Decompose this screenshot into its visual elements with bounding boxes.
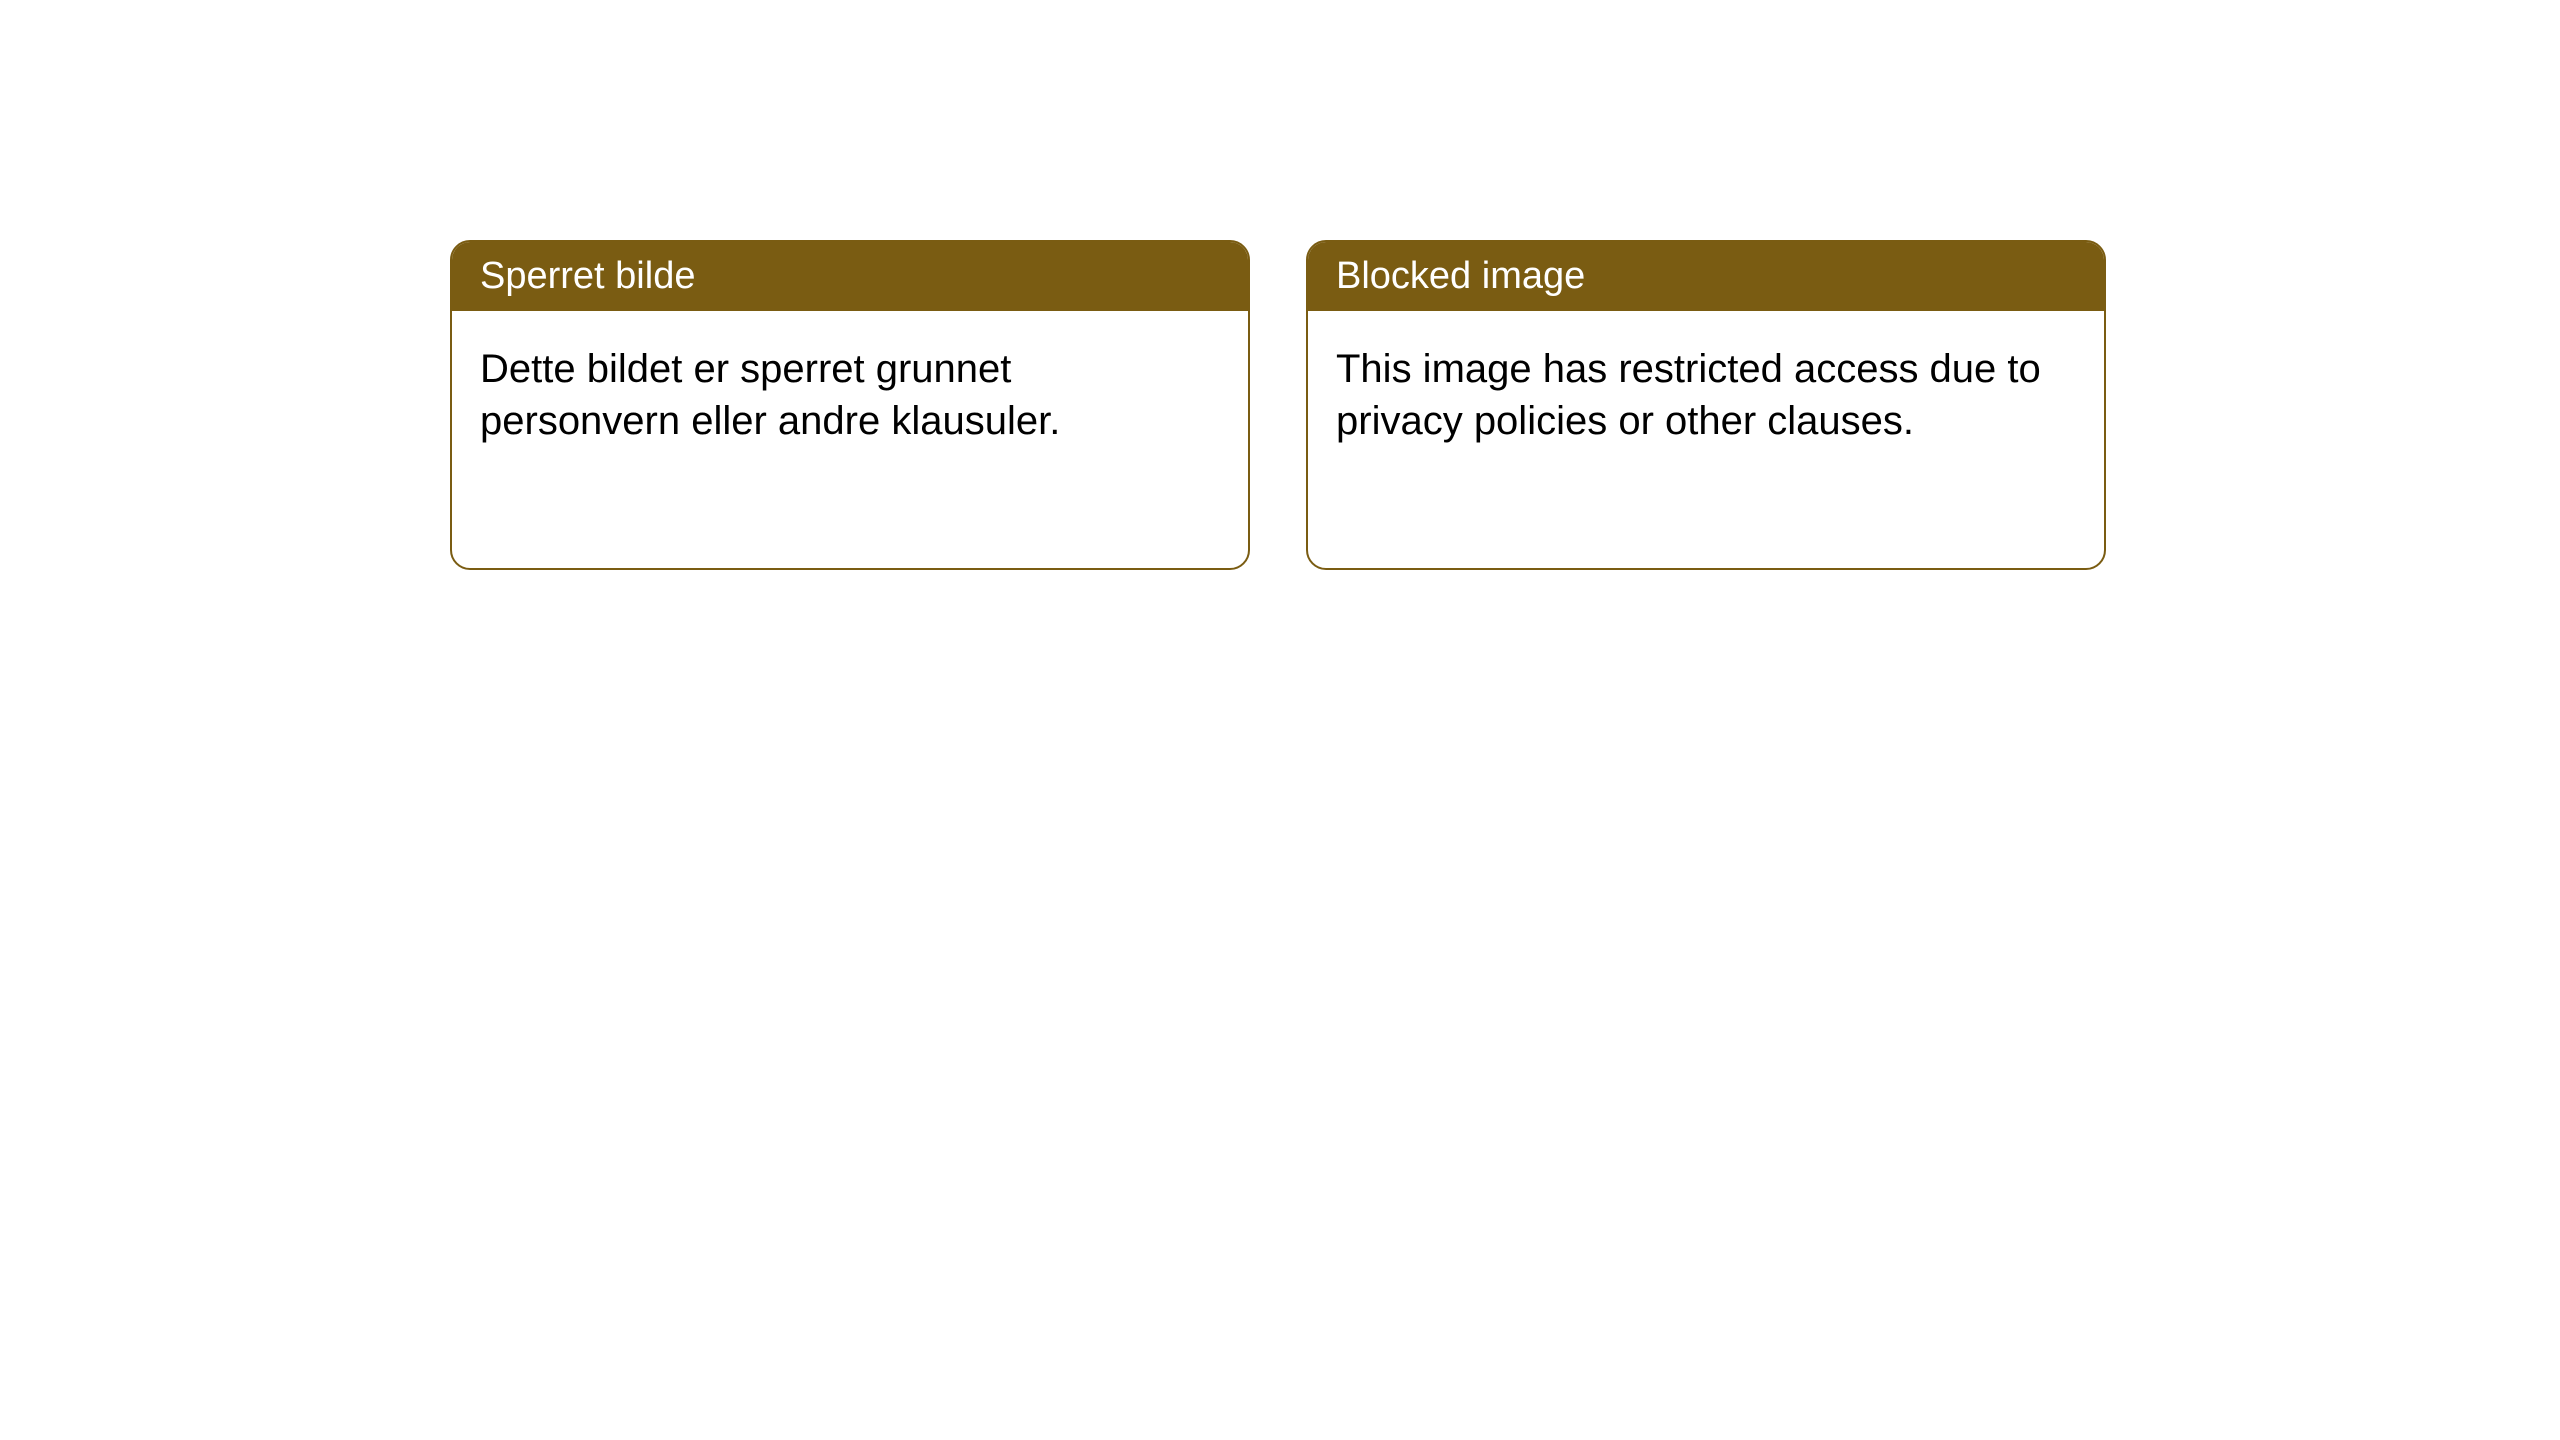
card-body-no: Dette bildet er sperret grunnet personve…	[452, 311, 1248, 479]
card-header-en: Blocked image	[1308, 242, 2104, 311]
card-header-no: Sperret bilde	[452, 242, 1248, 311]
card-body-en: This image has restricted access due to …	[1308, 311, 2104, 479]
blocked-image-card-en: Blocked image This image has restricted …	[1306, 240, 2106, 570]
blocked-image-card-no: Sperret bilde Dette bildet er sperret gr…	[450, 240, 1250, 570]
blocked-image-cards: Sperret bilde Dette bildet er sperret gr…	[450, 240, 2106, 570]
